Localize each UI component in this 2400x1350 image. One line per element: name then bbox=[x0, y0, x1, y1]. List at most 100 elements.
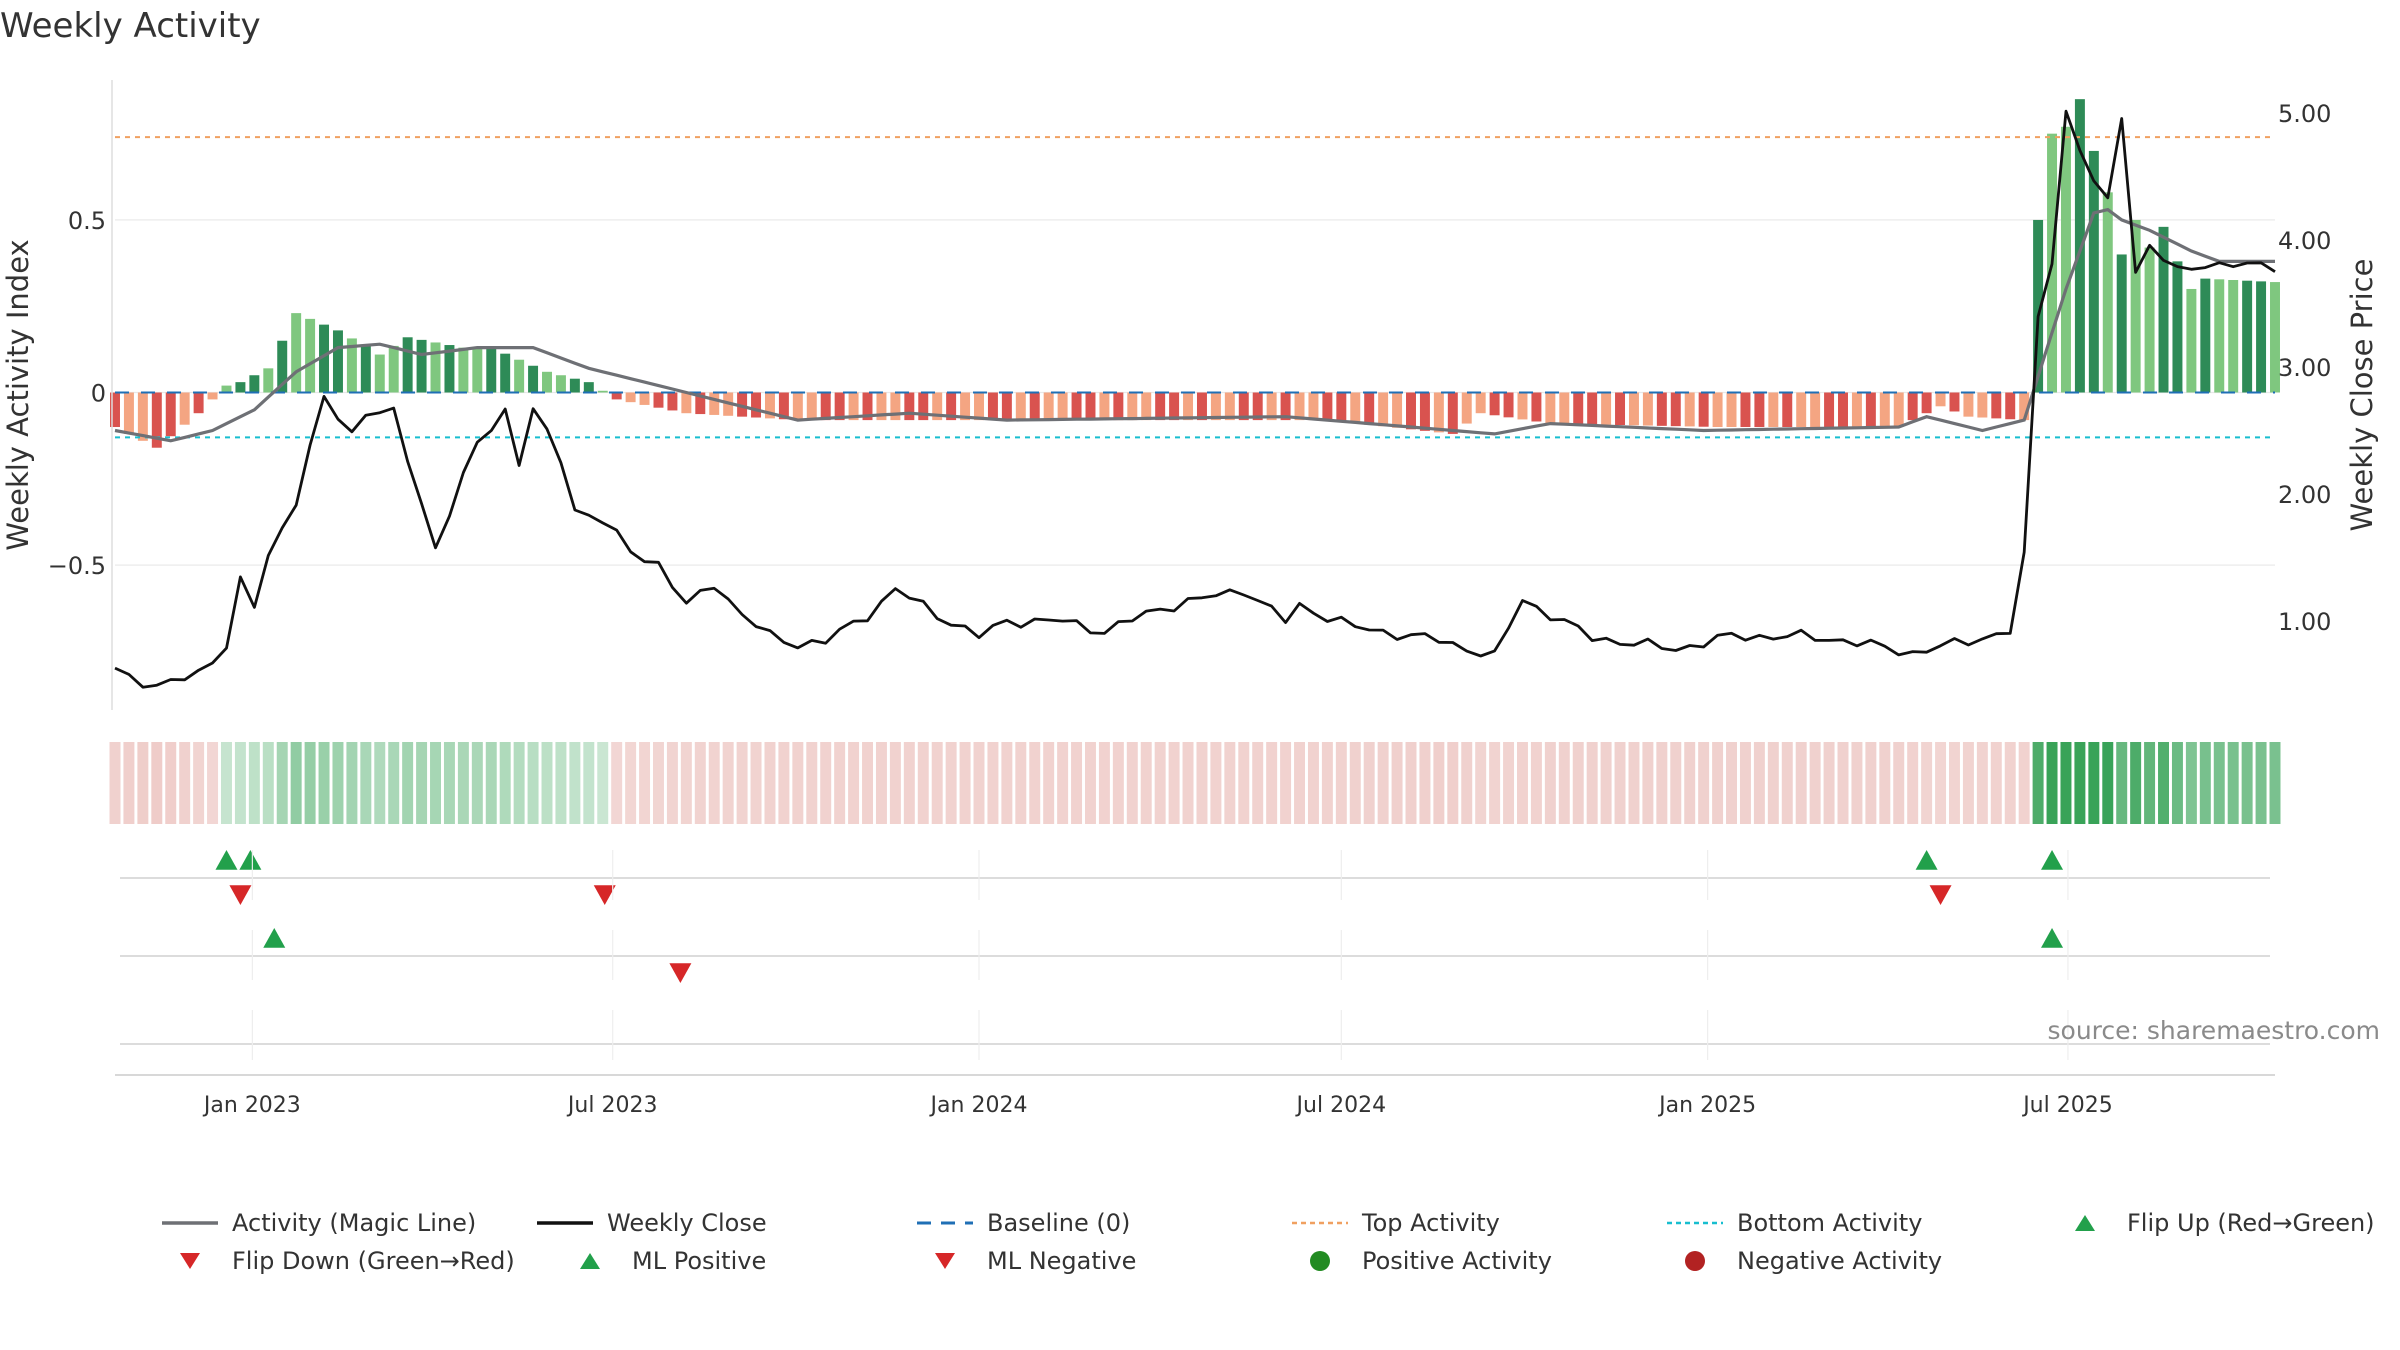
activity-strip-cell bbox=[151, 742, 163, 824]
y-left-tick-label: 0 bbox=[91, 380, 106, 408]
negative-activity-bar bbox=[737, 392, 748, 417]
activity-strip-cell bbox=[179, 742, 191, 824]
negative-activity-bar bbox=[848, 392, 859, 421]
activity-strip-cell bbox=[1781, 742, 1793, 824]
negative-activity-bar bbox=[932, 392, 943, 421]
activity-strip-cell bbox=[862, 742, 874, 824]
negative-activity-bar bbox=[1628, 392, 1639, 426]
legend-swatch-posact bbox=[1310, 1251, 1330, 1271]
negative-activity-bar bbox=[987, 392, 998, 421]
activity-strip-cell bbox=[2088, 742, 2100, 824]
negative-activity-bar bbox=[1336, 392, 1347, 422]
legend-swatch-magic bbox=[162, 1221, 218, 1225]
y-right-axis-label: Weekly Close Price bbox=[2345, 259, 2379, 532]
activity-strip-cell bbox=[917, 742, 929, 824]
negative-activity-bar bbox=[193, 392, 204, 414]
activity-strip-cell bbox=[1112, 742, 1124, 824]
activity-strip-cell bbox=[1767, 742, 1779, 824]
negative-activity-bar bbox=[1169, 392, 1180, 421]
positive-activity-bar bbox=[2242, 280, 2253, 393]
activity-strip-cell bbox=[848, 742, 860, 824]
negative-activity-bar bbox=[1029, 392, 1040, 421]
x-tick-label: Jul 2025 bbox=[2021, 1093, 2113, 1118]
activity-strip-cell bbox=[764, 742, 776, 824]
negative-activity-bar bbox=[2005, 392, 2016, 420]
ml-positive-marker bbox=[263, 928, 286, 948]
positive-activity-bar bbox=[402, 337, 413, 393]
positive-activity-bar bbox=[472, 347, 483, 393]
negative-activity-bar bbox=[123, 392, 134, 434]
activity-strip-cell bbox=[402, 742, 414, 824]
negative-activity-bar bbox=[946, 392, 957, 421]
positive-activity-bar bbox=[597, 390, 608, 393]
magic-line bbox=[114, 207, 2275, 443]
negative-activity-bar bbox=[165, 392, 176, 437]
legend-item-magic: Activity (Magic Line) bbox=[160, 1205, 476, 1241]
negative-activity-bar bbox=[751, 392, 762, 418]
positive-activity-bar bbox=[305, 318, 316, 393]
negative-activity-bar bbox=[1475, 392, 1486, 414]
negative-activity-bar bbox=[1113, 392, 1124, 421]
positive-activity-bar bbox=[221, 385, 232, 393]
negative-activity-bar bbox=[1893, 392, 1904, 428]
positive-activity-bar bbox=[291, 313, 302, 393]
negative-activity-bar bbox=[1266, 392, 1277, 421]
negative-activity-bar bbox=[207, 392, 218, 400]
activity-strip-cell bbox=[248, 742, 260, 824]
activity-strip-cell bbox=[541, 742, 553, 824]
negative-activity-bar bbox=[1977, 392, 1988, 418]
negative-activity-bar bbox=[1991, 392, 2002, 419]
activity-strip-cell bbox=[750, 742, 762, 824]
negative-activity-bar bbox=[1280, 392, 1291, 421]
activity-strip-cell bbox=[109, 742, 121, 824]
positive-activity-bar bbox=[486, 347, 497, 393]
negative-activity-bar bbox=[862, 392, 873, 421]
negative-activity-bar bbox=[1085, 392, 1096, 421]
negative-activity-bar bbox=[681, 392, 692, 414]
negative-activity-bar bbox=[1684, 392, 1695, 427]
negative-activity-bar bbox=[1587, 392, 1598, 425]
activity-bars bbox=[110, 99, 2280, 448]
activity-strip-cell bbox=[1656, 742, 1668, 824]
activity-strip-cell bbox=[485, 742, 497, 824]
activity-strip-cell bbox=[2004, 742, 2016, 824]
activity-strip-cell bbox=[1990, 742, 2002, 824]
activity-strip-cell bbox=[2116, 742, 2128, 824]
activity-strip-cell bbox=[1071, 742, 1083, 824]
activity-strip-cell bbox=[2269, 742, 2281, 824]
activity-strip-cell bbox=[1238, 742, 1250, 824]
activity-strip-cell bbox=[374, 742, 386, 824]
legend-label: Activity (Magic Line) bbox=[232, 1209, 477, 1237]
weekly-close-line bbox=[114, 109, 2276, 689]
ml-positive-marker bbox=[2041, 928, 2064, 948]
negative-activity-bar bbox=[1796, 392, 1807, 428]
activity-strip-cell bbox=[875, 742, 887, 824]
negative-activity-bar bbox=[653, 392, 664, 408]
positive-activity-bar bbox=[360, 346, 371, 393]
activity-strip-cell bbox=[2227, 742, 2239, 824]
y-left-tick-label: −0.5 bbox=[48, 552, 106, 580]
negative-activity-bar bbox=[1001, 392, 1012, 421]
activity-strip-cell bbox=[2074, 742, 2086, 824]
negative-activity-bar bbox=[1531, 392, 1542, 422]
activity-strip-cell bbox=[1879, 742, 1891, 824]
negative-activity-bar bbox=[1461, 392, 1472, 424]
activity-strip-cell bbox=[806, 742, 818, 824]
activity-strip-cell bbox=[694, 742, 706, 824]
negative-activity-bar bbox=[778, 392, 789, 420]
negative-activity-bar bbox=[1726, 392, 1737, 428]
negative-activity-bar bbox=[1043, 392, 1054, 421]
activity-strip-cell bbox=[1196, 742, 1208, 824]
activity-strip-cell bbox=[1419, 742, 1431, 824]
negative-activity-bar bbox=[890, 392, 901, 421]
activity-strip-cell bbox=[262, 742, 274, 824]
activity-strip-cell bbox=[1823, 742, 1835, 824]
activity-strip-cell bbox=[290, 742, 302, 824]
activity-strip-cell bbox=[1544, 742, 1556, 824]
activity-strip-cell bbox=[708, 742, 720, 824]
magic-line-layer bbox=[114, 207, 2275, 443]
activity-strip-cell bbox=[1865, 742, 1877, 824]
reference-lines bbox=[115, 136, 2275, 439]
source-credit: source: sharemaestro.com bbox=[2048, 1016, 2381, 1045]
activity-strip-cell bbox=[1921, 742, 1933, 824]
